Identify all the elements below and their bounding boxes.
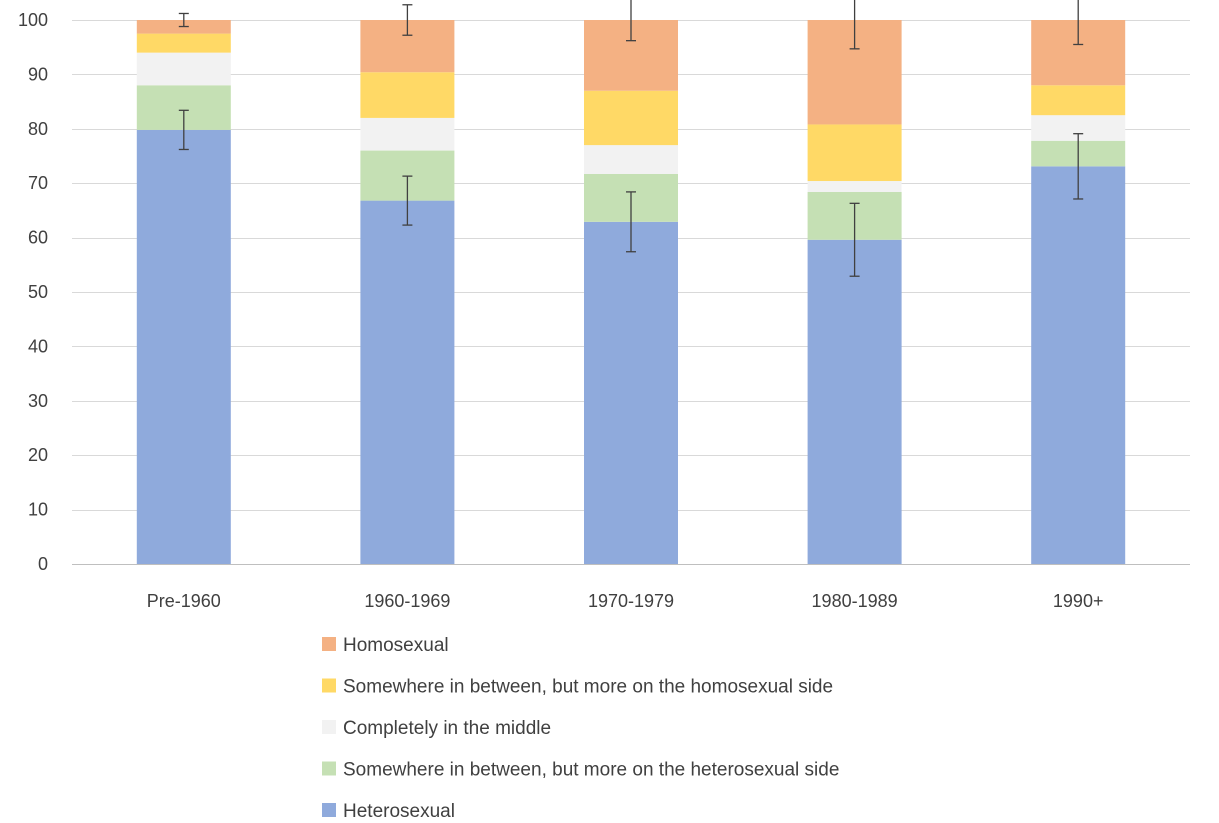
y-tick-label: 40 xyxy=(28,336,48,356)
legend-item: Homosexual xyxy=(322,635,449,656)
bar-segment xyxy=(807,124,902,182)
bar-stack xyxy=(136,20,231,564)
y-tick-label: 0 xyxy=(38,554,48,574)
y-tick-label: 10 xyxy=(28,500,48,520)
error-bar xyxy=(849,0,860,50)
y-tick-label: 100 xyxy=(18,10,48,30)
bar-segment xyxy=(584,145,678,174)
error-bar xyxy=(1073,0,1084,46)
y-tick-label: 50 xyxy=(28,282,48,302)
y-tick-label: 90 xyxy=(28,64,48,84)
legend-item: Heterosexual xyxy=(322,801,455,822)
bar-segment xyxy=(360,72,455,118)
error-bar xyxy=(178,109,189,151)
legend-label: Somewhere in between, but more on the he… xyxy=(343,760,839,781)
error-bar xyxy=(402,175,413,226)
legend-swatch xyxy=(322,637,336,651)
error-bar xyxy=(1073,133,1084,200)
x-tick-label: 1980-1989 xyxy=(812,591,898,611)
legend-label: Completely in the middle xyxy=(343,718,551,739)
bar-stack xyxy=(360,20,455,564)
x-tick-label: 1970-1979 xyxy=(588,591,674,611)
bar-segment xyxy=(807,181,902,192)
bar-stack xyxy=(1031,20,1126,564)
error-bars xyxy=(178,0,1084,277)
error-bar xyxy=(178,12,189,28)
legend: Homosexual Somewhere in between, but more… xyxy=(322,635,839,822)
bar-stack xyxy=(807,20,902,564)
bar-segment xyxy=(360,200,455,564)
y-axis-tick-labels: 0 10 20 30 40 50 60 70 80 90 100 xyxy=(18,10,48,574)
legend-swatch xyxy=(322,761,336,776)
legend-label: Somewhere in between, but more on the ho… xyxy=(343,677,833,698)
x-tick-label: 1960-1969 xyxy=(364,591,450,611)
error-bar xyxy=(402,4,413,36)
bar-segment xyxy=(136,52,231,86)
bar-segment xyxy=(584,221,678,564)
bar-segment xyxy=(584,90,678,146)
bar-stack xyxy=(584,20,678,564)
legend-swatch xyxy=(322,678,336,693)
bar-segment xyxy=(1031,85,1126,116)
bar-segment xyxy=(360,117,455,151)
legend-swatch xyxy=(322,803,336,817)
bar-segment xyxy=(807,239,902,564)
y-tick-label: 70 xyxy=(28,173,48,193)
y-tick-label: 20 xyxy=(28,445,48,465)
x-tick-label: 1990+ xyxy=(1053,591,1104,611)
x-tick-label: Pre-1960 xyxy=(147,591,221,611)
legend-item: Somewhere in between, but more on the he… xyxy=(322,760,839,781)
bar-segment xyxy=(136,33,231,53)
y-tick-label: 80 xyxy=(28,119,48,139)
error-bar xyxy=(626,191,636,253)
error-bar xyxy=(849,202,860,277)
legend-label: Homosexual xyxy=(343,635,449,656)
legend-label: Heterosexual xyxy=(343,801,455,822)
bars xyxy=(136,20,1126,564)
error-bar xyxy=(626,0,636,42)
bar-segment xyxy=(136,129,231,564)
legend-swatch xyxy=(322,720,336,734)
legend-item: Completely in the middle xyxy=(322,718,551,739)
x-axis-tick-labels: Pre-1960 1960-1969 1970-1979 1980-1989 1990+ xyxy=(147,591,1104,611)
y-tick-label: 30 xyxy=(28,391,48,411)
bar-segment xyxy=(1031,166,1126,564)
legend-item: Somewhere in between, but more on the ho… xyxy=(322,677,833,698)
y-tick-label: 60 xyxy=(28,228,48,248)
